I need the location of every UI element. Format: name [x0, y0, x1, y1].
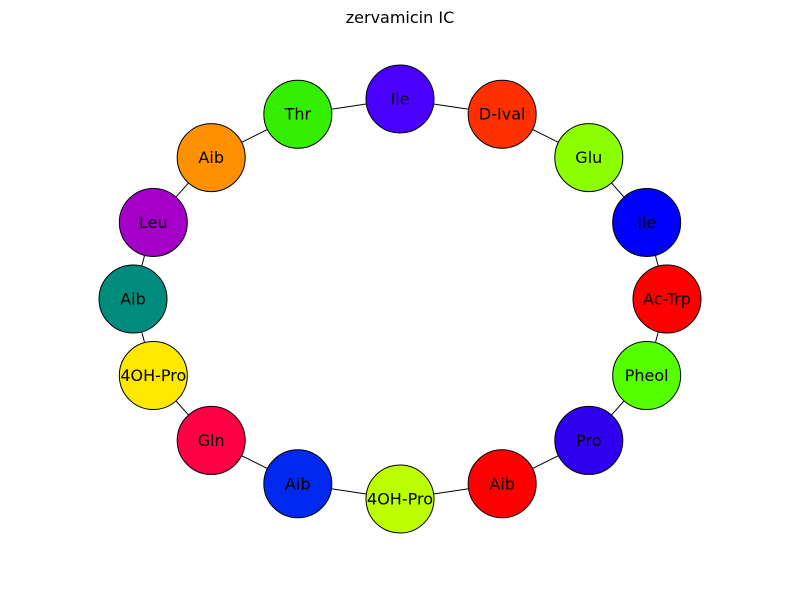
- node-circle: [263, 79, 333, 149]
- node-label: Aib: [285, 474, 311, 493]
- node-circle: [263, 449, 333, 519]
- node: Aib: [263, 449, 333, 519]
- node-circle: [554, 405, 624, 475]
- node: Pro: [554, 405, 624, 475]
- node: Aib: [467, 449, 537, 519]
- node-circle: [467, 79, 537, 149]
- node-label: Aib: [489, 474, 515, 493]
- node-label: Ile: [637, 213, 656, 232]
- node-circle: [176, 405, 246, 475]
- node: Aib: [98, 264, 168, 334]
- node-circle: [612, 341, 682, 411]
- node-circle: [176, 123, 246, 193]
- node: Ile: [612, 187, 682, 257]
- node-label: D-Ival: [479, 105, 526, 124]
- node-circle: [612, 187, 682, 257]
- node-layer: Ac-Trp Ile Glu D-Ival Ile Thr Aib Leu Aib 4OH-Pro…: [98, 64, 702, 534]
- node: Pheol: [612, 341, 682, 411]
- node-label: Aib: [198, 148, 224, 167]
- node: Thr: [263, 79, 333, 149]
- node-circle: [98, 264, 168, 334]
- node-label: Pheol: [625, 366, 669, 385]
- node: Gln: [176, 405, 246, 475]
- node-circle: [554, 123, 624, 193]
- node-label: Ac-Trp: [643, 290, 691, 309]
- node: Aib: [176, 123, 246, 193]
- node-circle: [632, 264, 702, 334]
- node-label: Gln: [198, 431, 225, 450]
- node-label: Leu: [139, 213, 168, 232]
- node-label: Thr: [284, 105, 312, 124]
- node-circle: [365, 464, 435, 534]
- node-label: 4OH-Pro: [367, 490, 433, 509]
- node-label: Glu: [575, 148, 602, 167]
- node-circle: [118, 187, 188, 257]
- node: Leu: [118, 187, 188, 257]
- node-label: Aib: [120, 290, 146, 309]
- node: Glu: [554, 123, 624, 193]
- node: D-Ival: [467, 79, 537, 149]
- node: Ac-Trp: [632, 264, 702, 334]
- node: 4OH-Pro: [365, 464, 435, 534]
- node: Ile: [365, 64, 435, 134]
- node-label: 4OH-Pro: [120, 366, 186, 385]
- node-circle: [365, 64, 435, 134]
- diagram-title: zervamicin IC: [345, 8, 455, 27]
- node-circle: [118, 341, 188, 411]
- node-label: Ile: [390, 90, 409, 109]
- node-label: Pro: [576, 431, 601, 450]
- node-circle: [467, 449, 537, 519]
- node: 4OH-Pro: [118, 341, 188, 411]
